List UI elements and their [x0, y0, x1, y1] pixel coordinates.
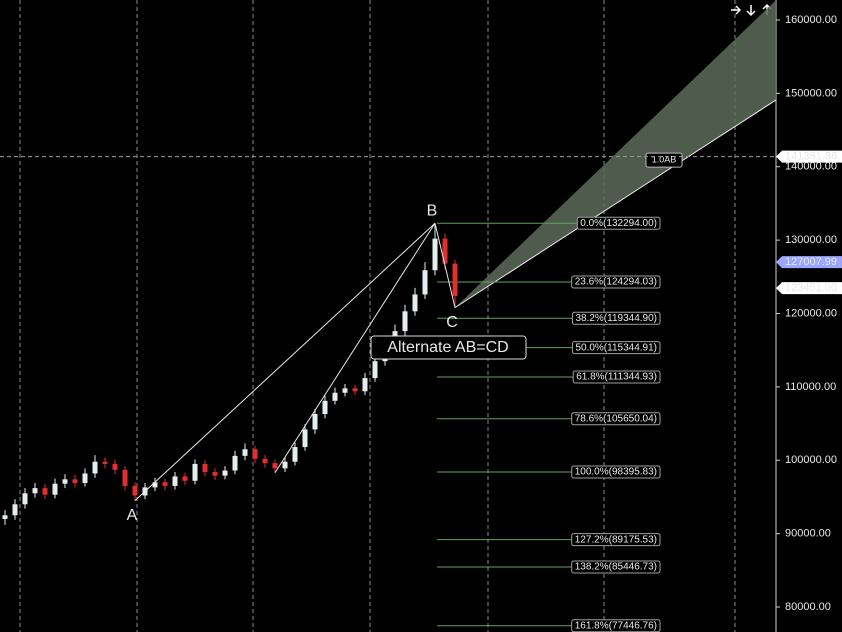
- fib-label: 50.0%(115344.91): [575, 342, 657, 353]
- candle-body: [412, 294, 418, 312]
- candle-body: [192, 463, 198, 481]
- candle-body: [262, 458, 268, 464]
- fib-label: 127.2%(89175.53): [575, 534, 657, 545]
- candle-body: [92, 461, 98, 474]
- fib-label: 38.2%(119344.90): [575, 313, 657, 324]
- toolbar-arrows[interactable]: [731, 3, 772, 17]
- pattern-point-label: C: [446, 314, 458, 331]
- candle-body: [32, 488, 38, 494]
- candle-body: [282, 461, 288, 469]
- candle-body: [132, 485, 138, 496]
- candle-body: [242, 449, 248, 456]
- candle-body: [2, 515, 8, 519]
- candle-body: [332, 392, 338, 401]
- candle-body: [172, 476, 178, 486]
- candle-body: [122, 469, 128, 486]
- candle-body: [182, 476, 188, 481]
- candle-body: [362, 378, 368, 392]
- price-tag: [776, 256, 842, 269]
- candle-body: [52, 483, 58, 495]
- candle-body: [222, 470, 228, 476]
- pattern-leg: [434, 223, 456, 308]
- price-tag-label: 127007.99: [785, 256, 837, 268]
- arrow-down[interactable]: [746, 5, 756, 17]
- y-tick-label: 130000.00: [785, 234, 837, 246]
- fib-label-box: [572, 370, 661, 384]
- arrow-right[interactable]: [731, 5, 742, 15]
- fib-label: 138.2%(85446.73): [575, 562, 657, 573]
- candle-body: [162, 482, 168, 486]
- pattern-point-label: A: [127, 507, 138, 524]
- candle-body: [62, 479, 68, 484]
- candle-body: [342, 388, 348, 393]
- projection-label: 1.0AB: [652, 155, 677, 165]
- candle-body: [372, 361, 378, 379]
- y-tick-label: 160000.00: [785, 14, 837, 26]
- candle-body: [232, 455, 238, 471]
- fib-label: 61.8%(111344.93): [576, 372, 657, 383]
- candle-body: [102, 461, 108, 464]
- pattern-leg: [134, 222, 436, 501]
- candle-body: [112, 463, 118, 470]
- candle-body: [352, 388, 358, 392]
- annotation: Alternate AB=CD: [387, 339, 508, 356]
- y-tick-label: 80000.00: [785, 601, 831, 613]
- fib-label-box: [571, 311, 661, 325]
- pattern-point-label: B: [427, 203, 438, 220]
- candle-body: [302, 429, 308, 448]
- fib-label: 100.0%(98395.83): [575, 467, 657, 478]
- fib-label: 78.6%(105650.04): [575, 413, 657, 424]
- y-tick-label: 110000.00: [785, 381, 836, 393]
- price-tag-label: 123451.00: [785, 282, 837, 294]
- fib-label: 0.0%(132294.00): [580, 218, 657, 229]
- candle-body: [22, 493, 28, 505]
- fib-label-box: [576, 216, 661, 230]
- pattern-leg: [274, 223, 436, 473]
- price-tag: [776, 282, 842, 295]
- fib-label-box: [571, 275, 661, 289]
- fib-label-box: [571, 533, 661, 547]
- candle-body: [202, 463, 208, 472]
- y-tick-label: 140000.00: [785, 161, 837, 173]
- candle-body: [252, 449, 258, 459]
- candle-body: [432, 238, 438, 271]
- price-tag-label: 141381.36: [785, 151, 837, 163]
- annotation-box: [370, 335, 527, 360]
- candle-body: [422, 270, 428, 295]
- fib-label-box: [571, 465, 661, 479]
- y-tick-label: 150000.00: [785, 87, 837, 99]
- y-tick-label: 120000.00: [785, 307, 837, 319]
- y-tick-label: 100000.00: [785, 454, 837, 466]
- candle-body: [452, 263, 458, 296]
- fib-label: 23.6%(124294.03): [575, 277, 657, 288]
- fib-label-box: [571, 560, 661, 574]
- projection-edge: [454, 99, 777, 309]
- candle-body: [442, 238, 448, 264]
- candle-body: [72, 479, 78, 484]
- candle-body: [12, 504, 18, 516]
- candle-body: [292, 447, 298, 462]
- projection-fan: [455, 0, 776, 308]
- candle-body: [322, 400, 328, 415]
- fib-label-box: [571, 412, 661, 426]
- price-tag: [776, 150, 842, 163]
- y-tick-label: 90000.00: [785, 528, 831, 540]
- candle-body: [42, 488, 48, 495]
- candle-body: [312, 414, 318, 430]
- candle-body: [152, 482, 158, 488]
- candle-body: [82, 473, 88, 484]
- candle-body: [272, 463, 278, 469]
- fib-label-box: [571, 341, 661, 355]
- candle-body: [212, 471, 218, 476]
- candle-body: [402, 311, 408, 332]
- fib-label: 161.8%(77446.76): [575, 620, 657, 631]
